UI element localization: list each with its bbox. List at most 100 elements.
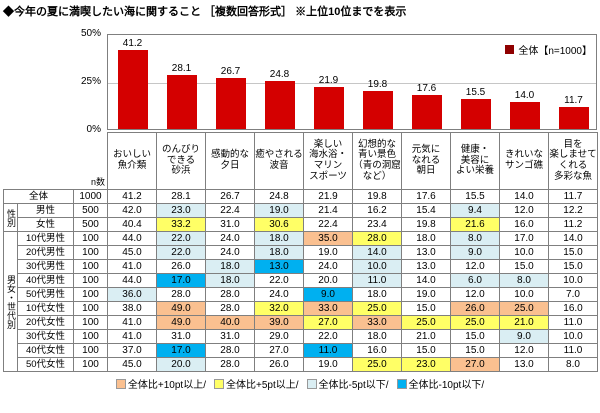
data-cell: 26.0 bbox=[254, 357, 304, 372]
diff-legend-item: 全体比-5pt以下/ bbox=[306, 376, 389, 391]
bar-slot: 41.2 bbox=[108, 35, 157, 129]
data-cell: 12.0 bbox=[450, 287, 500, 302]
chart-legend-label: 全体【n=1000】 bbox=[518, 46, 592, 57]
row-n: 100 bbox=[73, 245, 108, 260]
bar-value-label: 17.6 bbox=[416, 83, 437, 95]
table-row: 40代男性 100 44.0 17.0 18.0 22.0 20.0 11.0 14.0 6.0 8… bbox=[4, 273, 598, 288]
row-n: 1000 bbox=[73, 189, 108, 204]
data-cell: 31.0 bbox=[205, 217, 255, 232]
data-cell: 17.0 bbox=[156, 273, 206, 288]
data-cell: 21.0 bbox=[401, 329, 451, 344]
bar-slot: 17.6 bbox=[402, 35, 451, 129]
data-cell: 41.0 bbox=[107, 259, 157, 274]
page-title: ◆今年の夏に満喫したい海に関すること ［複数回答形式］ ※上位10位までを表示 bbox=[3, 6, 407, 18]
data-cell: 11.0 bbox=[352, 273, 402, 288]
bar-slot: 15.5 bbox=[451, 35, 500, 129]
data-cell: 33.0 bbox=[303, 301, 353, 316]
data-cell: 11.0 bbox=[548, 343, 598, 358]
bar bbox=[166, 75, 197, 129]
row-label: 20代男性 bbox=[17, 245, 74, 260]
column-header: 元気に なれる 朝日 bbox=[401, 132, 451, 190]
data-cell: 44.0 bbox=[107, 231, 157, 246]
bar bbox=[411, 95, 442, 129]
data-cell: 42.0 bbox=[107, 203, 157, 218]
data-cell: 8.0 bbox=[499, 273, 549, 288]
gridline-25pct bbox=[108, 83, 596, 84]
bar-value-label: 26.7 bbox=[220, 65, 241, 77]
data-cell: 28.0 bbox=[205, 357, 255, 372]
row-group-label: 性別 bbox=[3, 203, 18, 232]
data-cell: 10.0 bbox=[499, 287, 549, 302]
data-cell: 41.0 bbox=[107, 329, 157, 344]
data-cell: 18.0 bbox=[254, 231, 304, 246]
data-cell: 13.0 bbox=[254, 259, 304, 274]
diff-legend-label: 全体比-10pt以下/ bbox=[408, 380, 485, 391]
data-cell: 7.0 bbox=[548, 287, 598, 302]
data-cell: 19.0 bbox=[401, 287, 451, 302]
bar bbox=[509, 102, 540, 129]
data-cell: 15.0 bbox=[548, 245, 598, 260]
bar-value-label: 11.7 bbox=[564, 94, 583, 106]
data-cell: 15.0 bbox=[499, 259, 549, 274]
y-tick-25: 25% bbox=[80, 76, 101, 87]
table-row: 40代女性 100 37.0 17.0 28.0 27.0 11.0 16.0 15.0 15.0… bbox=[4, 343, 598, 358]
table-row: 50代女性 100 45.0 20.0 28.0 26.0 19.0 25.0 23.0 27.0… bbox=[4, 357, 598, 372]
row-label: 40代男性 bbox=[17, 273, 74, 288]
data-cell: 27.0 bbox=[450, 357, 500, 372]
table-row: 性別 男性 500 42.0 23.0 22.4 19.0 21.4 16.2 15.4 9.4 12… bbox=[3, 203, 598, 232]
row-label: 30代女性 bbox=[17, 329, 74, 344]
row-label: 男性 bbox=[17, 203, 74, 218]
data-cell: 23.0 bbox=[156, 203, 206, 218]
data-cell: 45.0 bbox=[107, 357, 157, 372]
data-cell: 39.0 bbox=[254, 315, 304, 330]
row-n: 100 bbox=[73, 315, 108, 330]
data-cell: 19.0 bbox=[303, 245, 353, 260]
data-cell: 19.8 bbox=[352, 189, 402, 204]
data-cell: 15.0 bbox=[401, 343, 451, 358]
data-cell: 22.4 bbox=[303, 217, 353, 232]
row-label: 女性 bbox=[17, 217, 74, 232]
bar-value-label: 24.8 bbox=[269, 69, 290, 81]
n-column-header: n数 bbox=[73, 132, 108, 190]
data-cell: 44.0 bbox=[107, 273, 157, 288]
diff-legend-item: 全体比+5pt以上/ bbox=[213, 376, 299, 391]
row-n: 100 bbox=[73, 357, 108, 372]
data-cell: 28.0 bbox=[205, 343, 255, 358]
data-cell: 23.4 bbox=[352, 217, 402, 232]
data-cell: 26.7 bbox=[205, 189, 255, 204]
data-cell: 17.6 bbox=[401, 189, 451, 204]
row-label: 50代男性 bbox=[17, 287, 74, 302]
data-cell: 27.0 bbox=[303, 315, 353, 330]
data-cell: 27.0 bbox=[254, 343, 304, 358]
legend-marker-icon bbox=[505, 45, 515, 54]
data-cell: 35.0 bbox=[303, 231, 353, 246]
diff-legend-label: 全体比+5pt以上/ bbox=[225, 380, 299, 391]
bar-slot: 21.9 bbox=[304, 35, 353, 129]
row-label: 40代女性 bbox=[17, 343, 74, 358]
data-cell: 40.0 bbox=[205, 315, 255, 330]
data-cell: 32.0 bbox=[254, 301, 304, 316]
data-cell: 28.0 bbox=[205, 287, 255, 302]
data-cell: 17.0 bbox=[156, 343, 206, 358]
y-tick-0: 0% bbox=[86, 124, 101, 135]
data-cell: 21.9 bbox=[303, 189, 353, 204]
table-row: 男女・世代別 10代男性 100 44.0 22.0 24.0 18.0 35.0 28.0 18… bbox=[3, 231, 598, 372]
diff-legend-label: 全体比-5pt以下/ bbox=[318, 380, 389, 391]
data-cell: 22.0 bbox=[156, 231, 206, 246]
data-cell: 24.0 bbox=[205, 231, 255, 246]
data-cell: 17.0 bbox=[499, 231, 549, 246]
data-cell: 37.0 bbox=[107, 343, 157, 358]
bar-value-label: 41.2 bbox=[122, 37, 143, 49]
bar-slot: 14.0 bbox=[500, 35, 549, 129]
data-cell: 25.0 bbox=[401, 315, 451, 330]
data-cell: 33.2 bbox=[156, 217, 206, 232]
data-cell: 31.0 bbox=[205, 329, 255, 344]
data-cell: 15.0 bbox=[401, 301, 451, 316]
column-header: 幻想的な 青い景色 （青の洞窟 など） bbox=[352, 132, 402, 190]
bar-value-label: 28.1 bbox=[171, 63, 192, 75]
row-n: 100 bbox=[73, 301, 108, 316]
bar bbox=[215, 77, 246, 129]
row-label: 10代男性 bbox=[17, 231, 74, 246]
data-cell: 26.0 bbox=[450, 301, 500, 316]
data-cell: 29.0 bbox=[254, 329, 304, 344]
